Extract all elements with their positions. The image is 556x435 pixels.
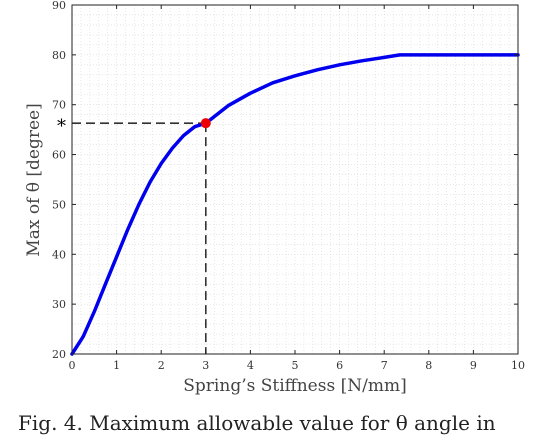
x-tick-label: 0 xyxy=(69,359,76,372)
x-tick-label: 4 xyxy=(247,359,254,372)
y-tick-label: 40 xyxy=(52,248,66,261)
x-tick-label: 8 xyxy=(425,359,432,372)
highlight-point xyxy=(200,118,211,129)
y-tick-label: 20 xyxy=(52,348,66,361)
x-tick-label: 6 xyxy=(336,359,343,372)
x-ticks: 0 1 2 3 4 5 6 7 8 9 10 xyxy=(69,5,525,372)
y-tick-label: 60 xyxy=(52,149,66,162)
y-tick-label: 50 xyxy=(52,198,66,211)
highlight-marker-label: * xyxy=(57,116,66,137)
grid xyxy=(72,5,518,354)
figure-caption: Fig. 4. Maximum allowable value for θ an… xyxy=(18,411,496,435)
y-tick-label: 30 xyxy=(52,298,66,311)
line-chart: 0 1 2 3 4 5 6 7 8 9 10 20 30 40 50 60 70 80 90 * Spring’s… xyxy=(24,0,525,396)
x-tick-label: 2 xyxy=(158,359,165,372)
x-tick-label: 5 xyxy=(292,359,299,372)
y-axis-label: Max of θ [degree] xyxy=(24,103,44,256)
guide-lines xyxy=(72,122,207,354)
x-tick-label: 9 xyxy=(470,359,477,372)
y-tick-label: 90 xyxy=(52,0,66,12)
x-tick-label: 7 xyxy=(381,359,388,372)
y-tick-label: 80 xyxy=(52,49,66,62)
x-axis-label: Spring’s Stiffness [N/mm] xyxy=(183,376,406,396)
y-ticks: 20 30 40 50 60 70 80 90 xyxy=(52,0,518,361)
y-tick-label: 70 xyxy=(52,99,66,112)
x-tick-label: 3 xyxy=(202,359,209,372)
x-tick-label: 10 xyxy=(511,359,525,372)
x-tick-label: 1 xyxy=(113,359,120,372)
